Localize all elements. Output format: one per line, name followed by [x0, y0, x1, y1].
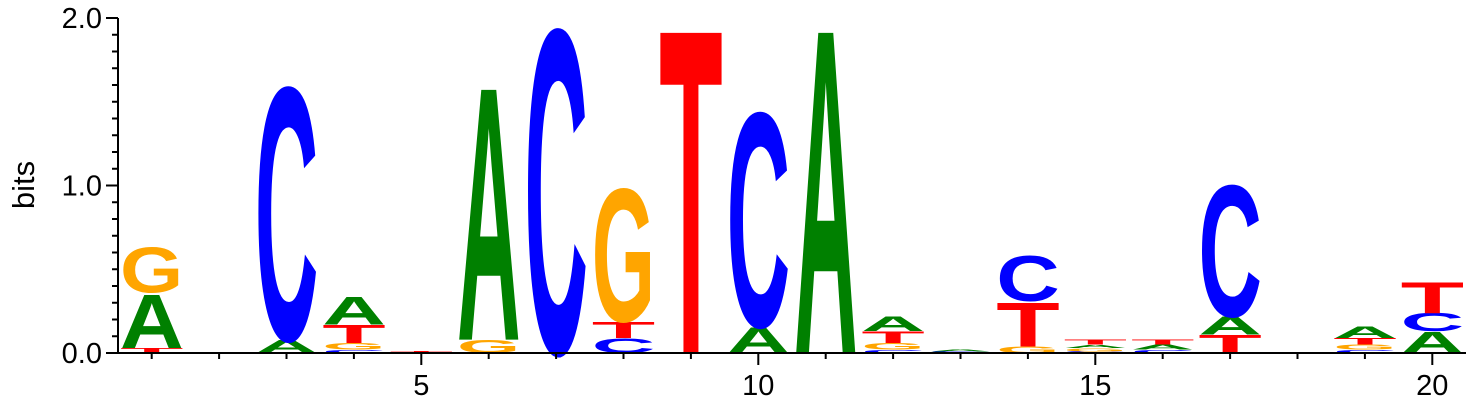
logo-letter-g: G: [996, 345, 1059, 355]
x-tick-label: 5: [413, 370, 429, 402]
logo-letter-c: C: [1198, 147, 1262, 357]
x-tick-label: 15: [1079, 370, 1111, 402]
axes: 0.0 1.0 2.0 5 10 15 20: [62, 3, 1466, 402]
logo-letter-g: G: [1064, 347, 1127, 352]
logo-letter-t: T: [120, 347, 183, 355]
logo-letters: TAGACCGTATGACCTGTACACGTACAGTCCGATCATTACC…: [120, 0, 1464, 405]
logo-letter-a: A: [1131, 343, 1195, 351]
logo-letter-t: T: [1401, 273, 1465, 322]
logo-letter-c: C: [592, 334, 656, 358]
logo-letter-c: C: [996, 243, 1060, 315]
logo-letter-c: C: [861, 349, 925, 354]
x-tick-label: 10: [742, 370, 774, 402]
y-tick-label: 0.0: [62, 338, 102, 370]
logo-letter-t: T: [592, 317, 655, 343]
y-tick-label: 1.0: [62, 171, 102, 203]
x-tick-label: 20: [1416, 370, 1448, 402]
logo-letter-c: C: [255, 11, 319, 405]
y-tick-label: 2.0: [62, 3, 102, 35]
logo-letter-a: A: [1198, 311, 1262, 340]
logo-letter-a: A: [861, 312, 925, 336]
logo-letter-t: T: [1131, 338, 1194, 346]
logo-letter-a: A: [457, 11, 521, 405]
y-axis-label: bits: [6, 161, 41, 209]
logo-letter-c: C: [1131, 349, 1195, 354]
logo-letter-t: T: [996, 290, 1059, 360]
logo-letter-a: A: [120, 278, 184, 364]
logo-letter-c: C: [1333, 349, 1397, 354]
logo-letter-g: G: [120, 233, 183, 306]
logo-letter-g: G: [322, 341, 385, 351]
logo-letter-a: A: [794, 0, 858, 405]
logo-letter-g: G: [861, 341, 924, 351]
logo-letter-t: T: [322, 320, 385, 349]
logo-letter-a: A: [322, 289, 386, 333]
logo-letter-a: A: [929, 349, 993, 352]
logo-letter-c: C: [322, 349, 386, 354]
logo-letter-c: C: [524, 0, 588, 405]
logo-letter-g: G: [457, 337, 520, 358]
logo-letter-t: T: [1333, 336, 1396, 346]
logo-letter-t: T: [1064, 338, 1127, 346]
logo-letter-g: G: [592, 149, 655, 362]
logo-letter-a: A: [255, 336, 319, 357]
logo-letter-c: C: [727, 49, 791, 392]
logo-letter-c: C: [1401, 308, 1465, 337]
logo-letter-a: A: [1333, 324, 1397, 342]
logo-letter-g: G: [1333, 343, 1396, 351]
logo-letter-t: T: [659, 0, 722, 405]
logo-letter-t: T: [861, 328, 924, 346]
logo-letter-a: A: [1064, 344, 1128, 349]
